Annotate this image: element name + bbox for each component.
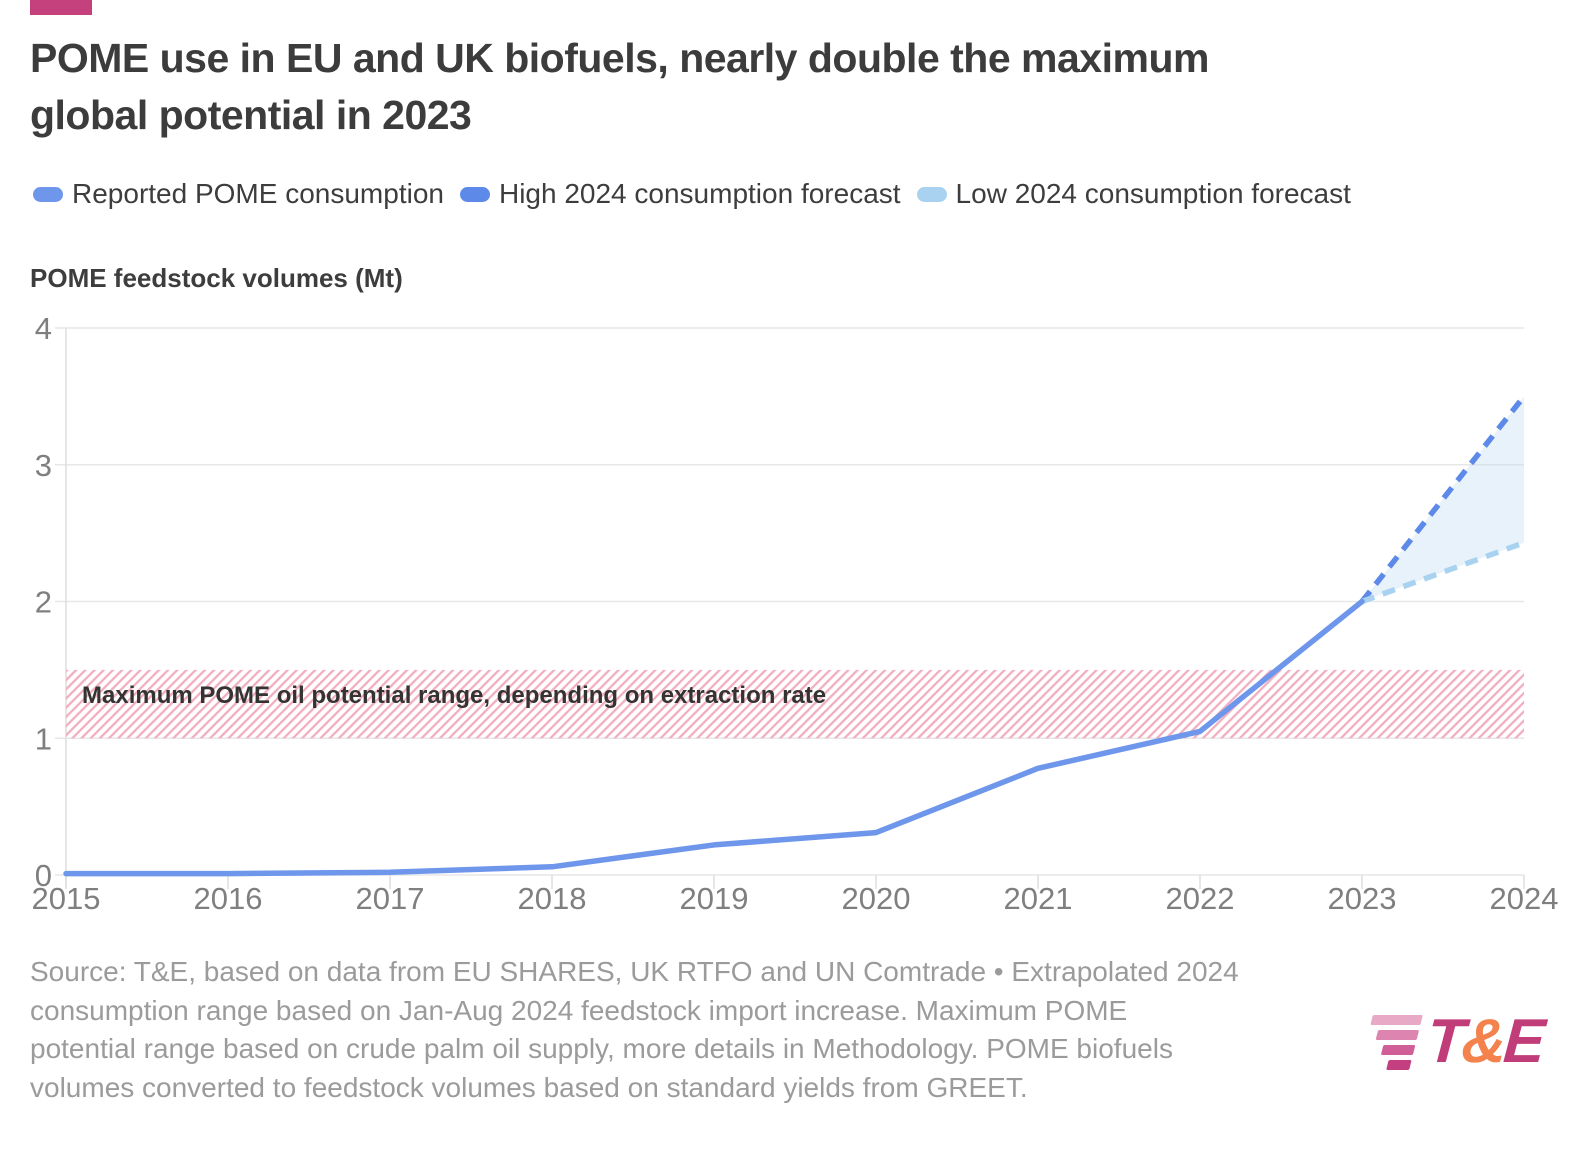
legend-label-high-forecast: High 2024 consumption forecast (498, 178, 901, 209)
te-logo: T&E (1366, 1000, 1545, 1084)
y-tick-label: 2 (35, 585, 52, 620)
x-tick-label: 2021 (1004, 881, 1073, 916)
low-forecast-line (1361, 540, 1525, 605)
source-line-4: volumes converted to feedstock volumes b… (30, 1071, 1028, 1103)
legend-item-low-forecast[interactable]: Low 2024 consumption forecast (916, 178, 1351, 210)
te-logo-ampersand: & (1459, 1007, 1507, 1076)
source-line-1: Source: T&E, based on data from EU SHARE… (30, 956, 1239, 987)
x-tick-label: 2016 (194, 881, 263, 916)
x-tick-label: 2019 (680, 881, 749, 916)
legend-swatch-reported-icon (33, 186, 63, 202)
y-tick-label: 0 (35, 858, 52, 893)
chart-title-line-2: global potential in 2023 (30, 92, 472, 138)
te-logo-stripe (1375, 1029, 1420, 1040)
y-tick-label: 4 (35, 311, 52, 346)
te-logo-text: T&E (1425, 1007, 1545, 1076)
te-logo-letter-t: T (1424, 1007, 1465, 1076)
x-tick-label: 2022 (1166, 881, 1235, 916)
te-logo-stripe (1370, 1014, 1423, 1025)
y-tick-label: 1 (35, 721, 52, 756)
legend-item-high-forecast[interactable]: High 2024 consumption forecast (459, 178, 901, 210)
te-logo-letter-e: E (1501, 1007, 1545, 1076)
te-logo-stripe (1380, 1044, 1416, 1055)
legend-swatch-high-forecast-icon (459, 186, 490, 202)
te-logo-stripes-icon (1359, 1014, 1423, 1070)
chart-title: POME use in EU and UK biofuels, nearly d… (30, 30, 1510, 144)
chart-title-line-1: POME use in EU and UK biofuels, nearly d… (30, 35, 1209, 81)
y-tick-label: 3 (35, 448, 52, 483)
source-line-3: potential range based on crude palm oil … (30, 1033, 1173, 1064)
legend-label-low-forecast: Low 2024 consumption forecast (955, 178, 1351, 209)
accent-bar (30, 0, 92, 15)
source-note: Source: T&E, based on data from EU SHARE… (30, 953, 1239, 1107)
legend-label-reported: Reported POME consumption (72, 178, 444, 209)
x-tick-label: 2020 (842, 881, 911, 916)
max-potential-band (66, 669, 1524, 739)
source-line-2: consumption range based on Jan-Aug 2024 … (30, 994, 1128, 1026)
y-axis-title: POME feedstock volumes (Mt) (30, 263, 403, 293)
x-tick-label: 2023 (1328, 881, 1397, 916)
x-tick-label: 2024 (1490, 881, 1559, 916)
line-chart: 0 1 2 3 4 2015 2016 2017 2018 2019 2020 2021 2022 202… (32, 311, 1559, 916)
reported-line (63, 598, 1365, 877)
x-tick-label: 2017 (356, 881, 425, 916)
x-tick-label: 2015 (32, 881, 101, 916)
chart-legend: Reported POME consumption High 2024 cons… (33, 178, 1351, 210)
x-tick-label: 2018 (518, 881, 587, 916)
legend-swatch-low-forecast-icon (916, 186, 947, 202)
forecast-range-fill (1362, 396, 1524, 602)
te-logo-stripe (1386, 1059, 1412, 1070)
band-annotation: Maximum POME oil potential range, depend… (82, 682, 826, 709)
legend-item-reported-consumption[interactable]: Reported POME consumption (33, 178, 444, 210)
